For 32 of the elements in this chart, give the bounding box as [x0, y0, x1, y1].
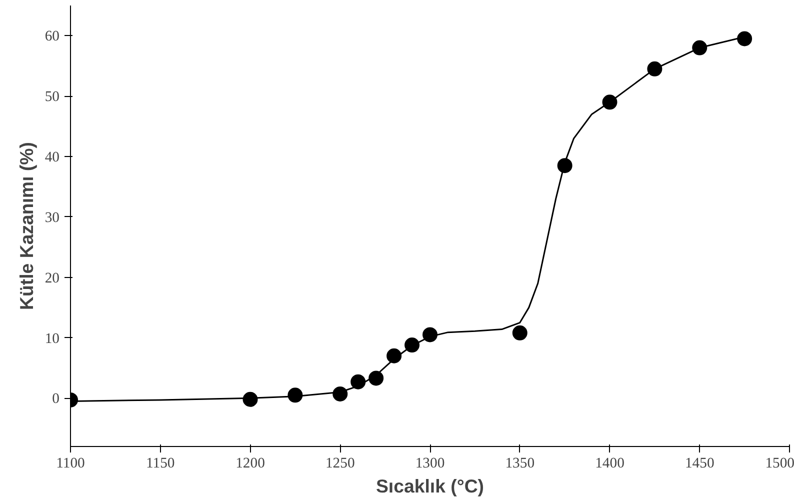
point [350, 374, 366, 390]
point [602, 94, 618, 110]
point [647, 61, 662, 76]
x-tick-label: 1400 [595, 456, 624, 472]
point [368, 370, 384, 386]
y-tick-label: 60 [44, 28, 60, 45]
point [557, 158, 572, 174]
y-tick-label: 20 [44, 270, 60, 286]
point [332, 386, 348, 402]
point [422, 327, 438, 342]
x-tick-label: 1500 [765, 456, 794, 472]
point [512, 325, 528, 340]
y-tick-label: 40 [44, 150, 60, 166]
x-tick-label: 1200 [236, 456, 265, 472]
x-tick-label: 1450 [684, 456, 714, 472]
x-tick-label: 1300 [415, 456, 445, 472]
point [288, 388, 303, 403]
point [692, 40, 708, 56]
point [386, 348, 402, 364]
x-tick-label: 1150 [146, 456, 175, 472]
point [737, 31, 752, 46]
y-tick-label: 0 [52, 391, 60, 408]
point [404, 338, 420, 352]
y-tick-label: 10 [44, 330, 60, 347]
y-tick-label: 50 [44, 89, 60, 106]
point [242, 392, 258, 407]
x-tick-label: 1350 [505, 456, 535, 472]
y-axis-title: Kütle Kazanımı (%) [16, 142, 37, 310]
x-tick-label: 1100 [56, 456, 85, 472]
y-tick-label: 30 [44, 210, 60, 226]
x-axis-title: Sıcaklık (°C) [376, 476, 484, 496]
x-tick-label: 1250 [325, 456, 355, 472]
